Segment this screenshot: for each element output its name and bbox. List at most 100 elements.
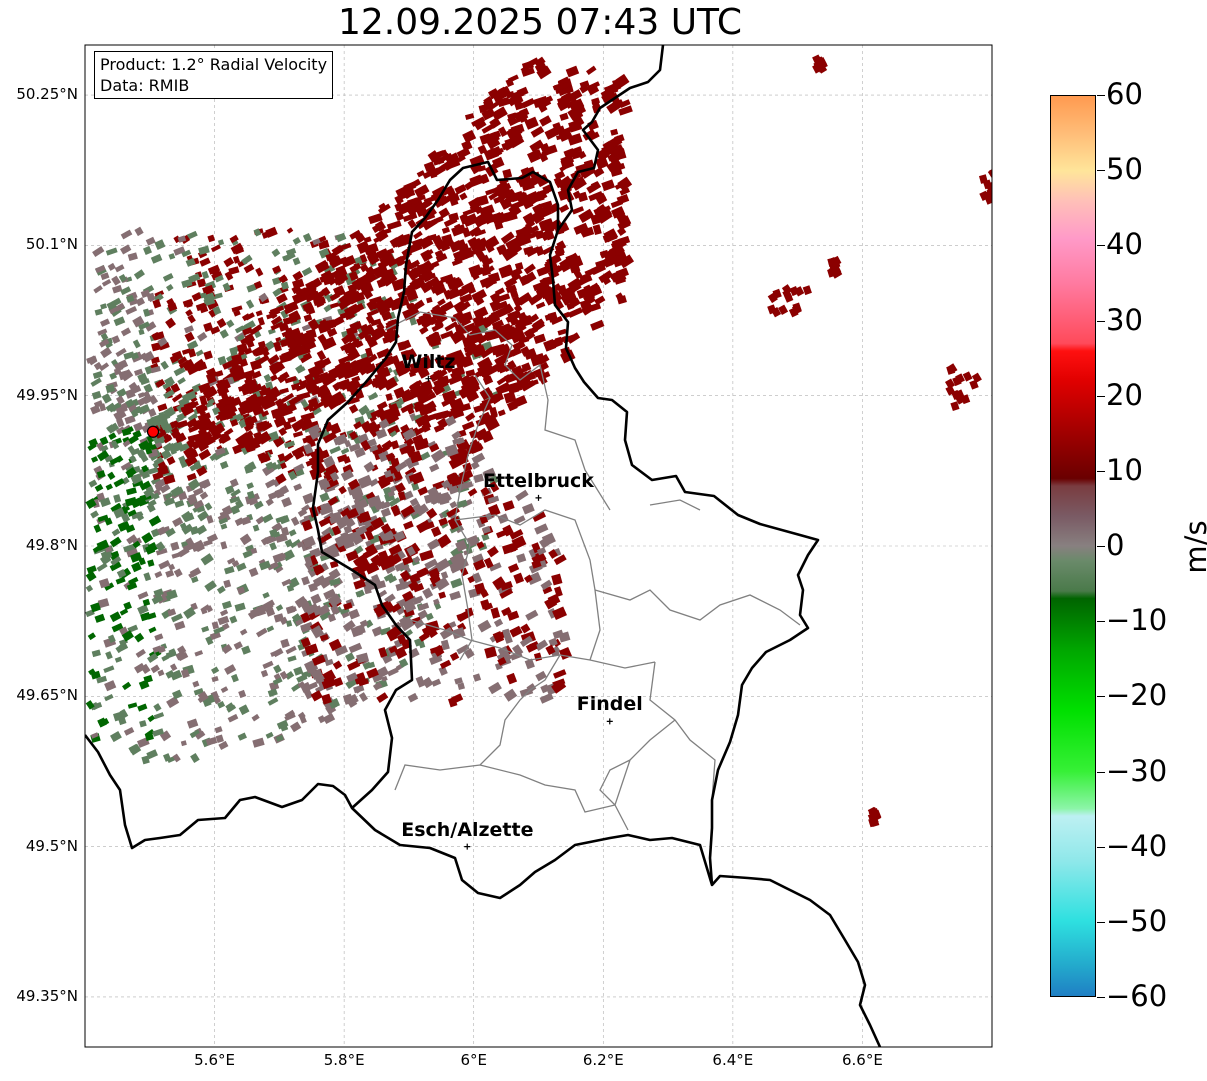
echo-cell xyxy=(946,365,956,375)
echo-cell xyxy=(210,244,221,253)
echo-cell xyxy=(563,125,576,135)
echo-cell xyxy=(529,642,538,651)
echo-cell xyxy=(144,365,154,375)
echo-cell xyxy=(510,330,527,344)
echo-cell xyxy=(463,343,478,353)
echo-cell xyxy=(403,600,417,613)
echo-cell xyxy=(524,116,539,130)
echo-cell xyxy=(160,360,169,370)
echo-cell xyxy=(553,554,567,566)
echo-cell xyxy=(132,480,144,488)
echo-cell xyxy=(437,379,449,390)
echo-cell xyxy=(496,528,510,539)
echo-cell xyxy=(600,87,616,102)
echo-cell xyxy=(366,251,380,266)
echo-cell xyxy=(253,228,262,237)
echo-cell xyxy=(409,316,417,326)
echo-cell xyxy=(184,325,194,334)
echo-cell xyxy=(260,669,269,678)
echo-cell xyxy=(152,728,165,737)
product-label: Product: 1.2° Radial Velocity xyxy=(100,55,328,74)
echo-cell xyxy=(558,86,574,96)
echo-cell xyxy=(573,222,589,235)
echo-cell xyxy=(436,152,451,165)
echo-cell xyxy=(418,194,426,201)
echo-cell xyxy=(502,628,511,638)
echo-cell xyxy=(523,232,535,241)
echo-cell xyxy=(247,383,263,395)
echo-cell xyxy=(511,270,522,281)
echo-cell xyxy=(213,626,225,635)
echo-cell xyxy=(521,98,535,109)
echo-cell xyxy=(147,408,157,418)
echo-cell xyxy=(485,187,499,196)
echo-cell xyxy=(516,553,527,564)
echo-cell xyxy=(105,384,116,394)
echo-cell xyxy=(581,303,595,316)
echo-cell xyxy=(501,606,512,617)
echo-cell xyxy=(584,268,596,277)
echo-cell xyxy=(497,657,507,666)
echo-cell xyxy=(92,371,103,379)
echo-cell xyxy=(520,623,531,634)
echo-cell xyxy=(440,571,449,580)
echo-cell xyxy=(299,291,311,302)
echo-cell xyxy=(955,394,966,405)
echo-cell xyxy=(560,159,569,167)
echo-cell xyxy=(478,431,492,441)
echo-cell xyxy=(165,497,176,506)
echo-cell xyxy=(233,641,243,650)
echo-cell xyxy=(473,473,484,483)
echo-cell xyxy=(499,188,515,200)
echo-cell xyxy=(128,434,139,445)
colorbar-tick-label: 20 xyxy=(1106,377,1143,412)
echo-cell xyxy=(539,200,553,209)
echo-cell xyxy=(402,212,418,223)
echo-cell xyxy=(99,338,110,348)
echo-cell xyxy=(569,280,582,293)
echo-cell xyxy=(382,228,392,235)
echo-cell xyxy=(554,179,564,189)
echo-cell xyxy=(165,669,175,679)
echo-cell xyxy=(293,666,304,676)
echo-cell xyxy=(450,693,464,704)
echo-cell xyxy=(420,280,434,294)
echo-cell xyxy=(297,366,306,374)
echo-cell xyxy=(117,520,131,532)
echo-cell xyxy=(950,401,960,412)
echo-cell xyxy=(537,192,548,201)
echo-cell xyxy=(344,517,356,529)
echo-cell xyxy=(226,704,237,713)
echo-cell xyxy=(338,485,347,495)
echo-cell xyxy=(177,645,187,655)
echo-cell xyxy=(476,541,485,550)
echo-cell xyxy=(285,620,293,627)
echo-cell xyxy=(338,354,353,365)
echo-cell xyxy=(304,341,314,351)
echo-cell xyxy=(388,407,401,419)
lat-tick-label: 49.5°N xyxy=(25,836,78,855)
lat-tick-label: 50.25°N xyxy=(16,85,78,104)
echo-cell xyxy=(498,126,508,137)
colorbar-tick-label: 40 xyxy=(1106,227,1143,262)
echo-cell xyxy=(380,523,392,534)
echo-cell xyxy=(523,263,536,275)
echo-cell xyxy=(471,553,484,564)
echo-cell xyxy=(330,604,340,615)
echo-cell xyxy=(348,271,359,281)
echo-cell xyxy=(529,313,540,323)
echo-cell xyxy=(103,665,115,674)
echo-cell xyxy=(230,673,239,683)
echo-cell xyxy=(304,373,315,385)
echo-cell xyxy=(150,253,163,264)
echo-cell xyxy=(240,336,250,345)
echo-cell xyxy=(497,409,506,417)
echo-cell xyxy=(141,464,149,473)
echo-cell xyxy=(454,184,467,195)
echo-cell xyxy=(534,56,546,68)
echo-cell xyxy=(181,348,191,355)
echo-cell xyxy=(353,579,366,590)
echo-cell xyxy=(345,677,358,690)
echo-cell xyxy=(432,304,442,314)
